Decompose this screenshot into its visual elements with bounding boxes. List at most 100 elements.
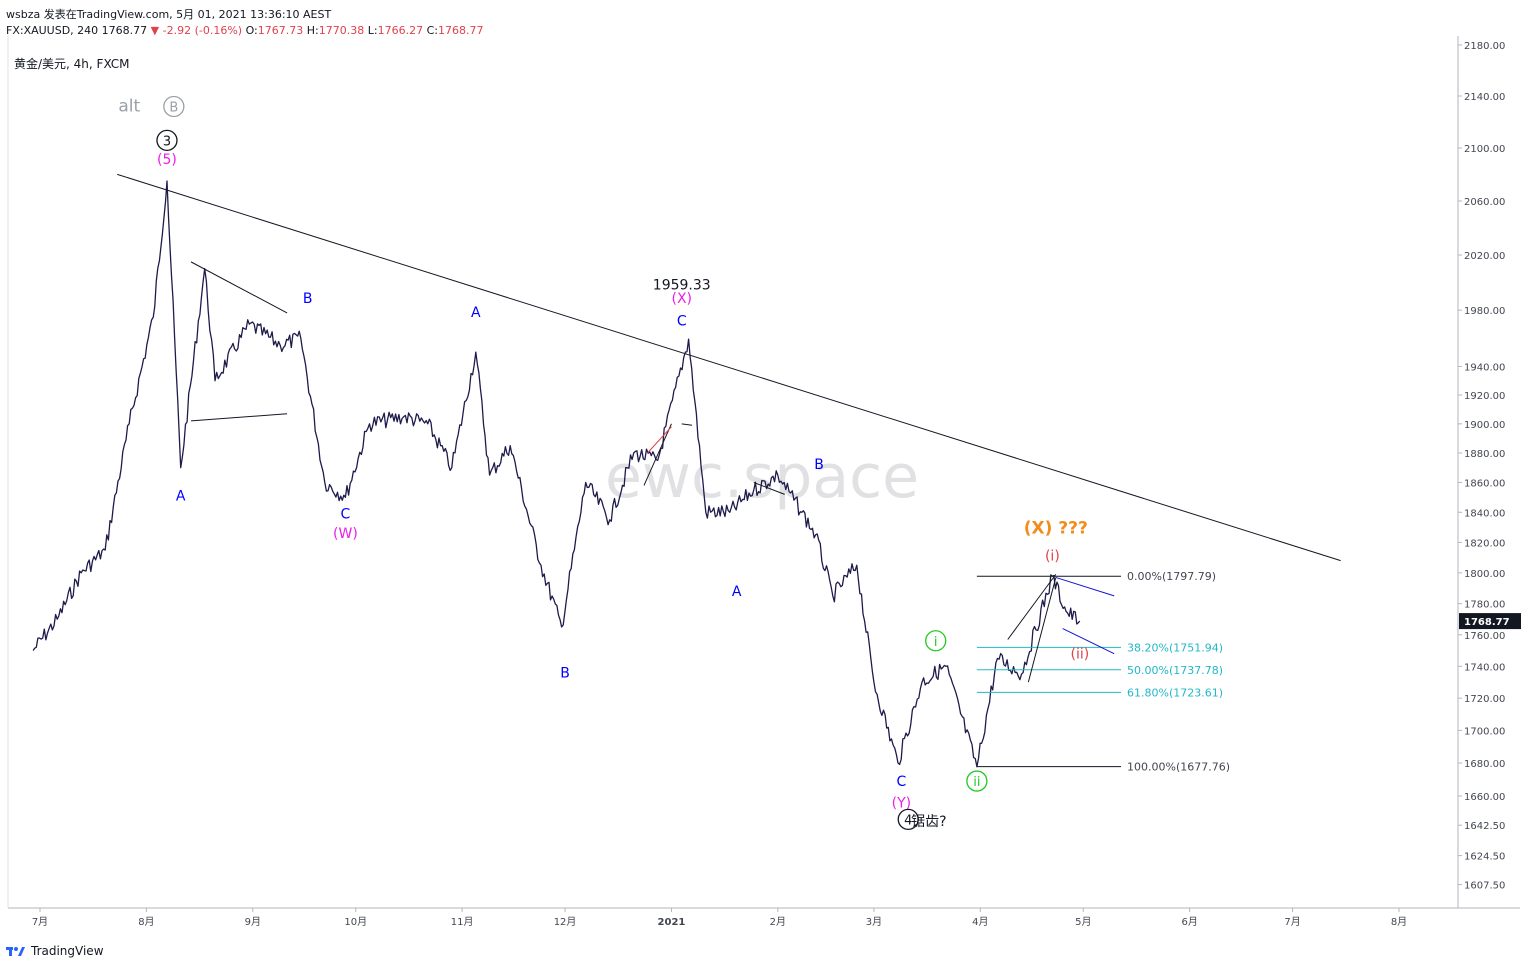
wave-label: (5) — [157, 152, 177, 168]
wave-label-circle — [156, 129, 178, 152]
close-label: C: — [426, 24, 438, 37]
flag-red-line — [647, 426, 672, 454]
wave-a-line — [753, 482, 785, 495]
x-tick-label: 8月 — [138, 916, 154, 928]
wave-label: A — [732, 584, 742, 600]
x-tick-label: 9月 — [245, 916, 261, 928]
close-value: 1768.77 — [437, 24, 484, 37]
y-tick-label: 1720.00 — [1464, 694, 1505, 705]
wave-label: B — [303, 291, 313, 307]
x-tick-label: 7月 — [1284, 916, 1300, 928]
wave-label: C — [677, 314, 687, 330]
channel-lower-line — [1062, 628, 1115, 655]
wave-label-circle — [163, 95, 185, 118]
x-tick-label: 7月 — [32, 916, 48, 928]
wave-label: (i) — [1045, 549, 1060, 565]
x-tick-label: 12月 — [554, 916, 577, 928]
y-tick-label: 1980.00 — [1464, 306, 1505, 317]
wave-label-circle — [925, 630, 947, 652]
wave-label: B — [560, 665, 570, 681]
wave-label: A — [471, 305, 481, 321]
wave-label: (X) — [671, 291, 692, 307]
wave-label: 1959.33 — [653, 277, 711, 293]
y-tick-label: 1607.50 — [1464, 881, 1505, 892]
wave-label: 锯齿? — [911, 814, 946, 830]
y-tick-label: 1860.00 — [1464, 478, 1505, 489]
wave-label: 3 — [163, 134, 171, 149]
flag-top-line — [681, 423, 693, 426]
tradingview-brand[interactable]: TradingView — [6, 944, 104, 958]
wave-label: B — [814, 457, 824, 473]
channel-upper-line — [1055, 576, 1115, 597]
y-tick-label: 2100.00 — [1464, 144, 1505, 155]
wave-label: i — [934, 635, 938, 650]
wave-label-circle — [897, 808, 919, 831]
last-price-label: 1768.77 — [1464, 617, 1510, 628]
y-tick-label: 2060.00 — [1464, 197, 1505, 208]
y-tick-label: 1940.00 — [1464, 362, 1505, 373]
symbol-info: FX:XAUUSD, 240 1768.77 — [6, 24, 148, 37]
open-value: 1767.73 — [257, 24, 304, 37]
flag-line — [643, 423, 672, 486]
y-tick-label: 1624.50 — [1464, 852, 1505, 863]
fib-level-label: 38.20%(1751.94) — [1127, 641, 1223, 654]
last-price-tag — [1459, 613, 1521, 630]
y-tick-label: 1920.00 — [1464, 391, 1505, 402]
wave-label: A — [176, 488, 186, 504]
y-tick-label: 1820.00 — [1464, 538, 1505, 549]
tradingview-logo-icon — [6, 945, 26, 957]
publish-info: wsbza 发表在TradingView.com, 5月 01, 2021 13… — [6, 8, 332, 21]
low-value: 1766.27 — [377, 24, 424, 37]
instrument-title: 黄金/美元, 4h, FXCM — [14, 57, 130, 71]
y-tick-label: 1780.00 — [1464, 600, 1505, 611]
wave-label: (ii) — [1070, 646, 1089, 662]
fib-level-label: 50.00%(1737.78) — [1127, 664, 1223, 677]
triangle-lower-line — [190, 413, 288, 422]
watermark-text: ewc.space — [605, 442, 919, 512]
wave-i-lower-line — [1027, 577, 1057, 683]
open-label: O: — [245, 24, 258, 37]
x-tick-label: 2月 — [770, 916, 786, 928]
x-tick-label: 4月 — [972, 916, 988, 928]
wave-label: alt — [118, 96, 140, 116]
x-tick-label: 3月 — [866, 916, 882, 928]
y-tick-label: 1800.00 — [1464, 569, 1505, 580]
y-tick-label: 2180.00 — [1464, 41, 1505, 52]
wave-label: ii — [973, 775, 980, 790]
brand-label: TradingView — [31, 944, 104, 958]
high-label: H: — [306, 24, 319, 37]
wave-label: (Y) — [892, 796, 911, 812]
x-tick-label: 8月 — [1391, 916, 1407, 928]
x-tick-label: 2021 — [658, 917, 686, 928]
wave-label-circle — [966, 770, 988, 792]
wave-i-upper-line — [1007, 574, 1057, 640]
x-tick-label: 10月 — [344, 916, 367, 928]
long-trendline — [117, 173, 1341, 562]
y-tick-label: 2140.00 — [1464, 92, 1505, 103]
y-tick-label: 1642.50 — [1464, 821, 1505, 832]
wave-label: (W) — [333, 526, 358, 542]
wave-label: C — [896, 774, 906, 790]
y-tick-label: 1840.00 — [1464, 508, 1505, 519]
y-tick-label: 2020.00 — [1464, 251, 1505, 262]
triangle-upper-line — [190, 261, 288, 314]
wave-label: 4 — [904, 813, 912, 828]
wave-label: C — [341, 506, 351, 522]
x-tick-label: 11月 — [451, 916, 474, 928]
fib-level-label: 0.00%(1797.79) — [1127, 570, 1216, 583]
high-value: 1770.38 — [318, 24, 365, 37]
symbol-ohlc-bar: FX:XAUUSD, 240 1768.77 ▼ -2.92 (-0.16%) … — [6, 24, 483, 37]
fib-level-label: 100.00%(1677.76) — [1127, 761, 1230, 774]
y-tick-label: 1760.00 — [1464, 631, 1505, 642]
x-tick-label: 6月 — [1181, 916, 1197, 928]
y-tick-label: 1700.00 — [1464, 726, 1505, 737]
y-tick-label: 1880.00 — [1464, 449, 1505, 460]
x-tick-label: 5月 — [1075, 916, 1091, 928]
y-tick-label: 1900.00 — [1464, 420, 1505, 431]
wave-label: (X) ??? — [1024, 518, 1088, 538]
y-tick-label: 1740.00 — [1464, 662, 1505, 673]
price-change: ▼ -2.92 (-0.16%) — [150, 24, 243, 37]
wave-label: B — [169, 100, 178, 115]
